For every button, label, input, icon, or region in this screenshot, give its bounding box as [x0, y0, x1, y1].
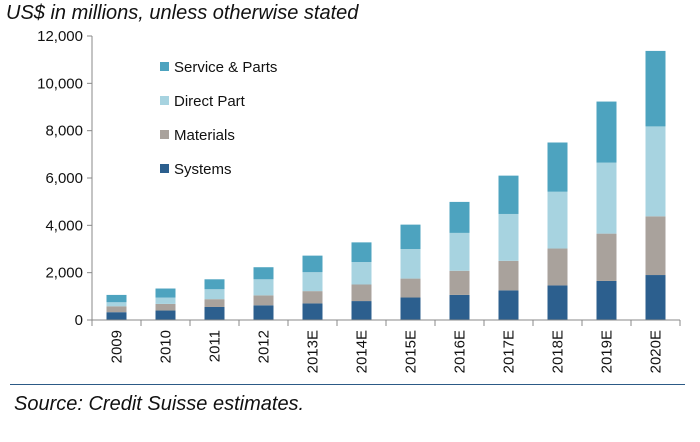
bar-segment-service-parts — [547, 142, 568, 192]
bar-segment-systems — [498, 290, 519, 320]
bar-segment-direct-part — [645, 126, 666, 217]
bar-segment-systems — [302, 303, 323, 320]
bar-segment-materials — [155, 303, 176, 311]
y-tick-label: 12,000 — [37, 28, 83, 45]
x-tick-label: 2011 — [207, 330, 224, 362]
bar-segment-systems — [547, 285, 568, 320]
bar-segment-service-parts — [596, 101, 617, 163]
x-tick-label: 2019E — [599, 330, 616, 373]
bar-segment-direct-part — [302, 272, 323, 292]
x-tick-label: 2012 — [256, 330, 273, 363]
bar-segment-service-parts — [106, 294, 127, 303]
bar-segment-direct-part — [547, 191, 568, 249]
y-tick-label: 10,000 — [37, 75, 83, 92]
y-tick-label: 6,000 — [45, 170, 83, 187]
bar-segment-direct-part — [204, 289, 225, 300]
legend-label: Systems — [174, 161, 232, 178]
bar-segment-service-parts — [449, 201, 470, 233]
x-tick-label: 2017E — [501, 330, 518, 373]
bar-segment-systems — [449, 294, 470, 320]
bar-segment-direct-part — [498, 213, 519, 261]
bar-segment-materials — [547, 248, 568, 286]
bar-segment-direct-part — [351, 262, 372, 285]
legend-label: Service & Parts — [174, 59, 277, 76]
y-tick-label: 4,000 — [45, 217, 83, 234]
source-note: Source: Credit Suisse estimates. — [14, 393, 305, 415]
legend: Service & Parts Direct Part Materials Syste… — [160, 59, 277, 178]
bar-segment-materials — [204, 299, 225, 307]
bar-segment-materials — [106, 306, 127, 313]
chart-subtitle: US$ in millions, unless otherwise stated — [6, 2, 359, 24]
bar-segment-service-parts — [351, 242, 372, 263]
legend-label: Materials — [174, 127, 235, 144]
y-tick-label: 8,000 — [45, 123, 83, 140]
y-tick-label: 2,000 — [45, 265, 83, 282]
bar-segment-systems — [106, 312, 127, 320]
bar-segment-materials — [302, 291, 323, 304]
y-tick-label: 0 — [75, 312, 83, 329]
x-tick-label: 2016E — [452, 330, 469, 373]
x-tick-label: 2013E — [305, 330, 322, 373]
x-axis: 2009 2010 2011 2012 2013E 2014E 2015E 2016E 2017… — [91, 319, 681, 373]
bar-segment-service-parts — [400, 224, 421, 249]
x-tick-label: 2010 — [158, 330, 175, 363]
bar-stacks — [106, 50, 666, 320]
bar-segment-materials — [253, 295, 274, 306]
legend-swatch — [160, 130, 169, 139]
bar-segment-materials — [351, 284, 372, 302]
bar-segment-systems — [400, 297, 421, 320]
bar-segment-direct-part — [449, 232, 470, 271]
bar-segment-materials — [449, 270, 470, 295]
legend-swatch — [160, 96, 169, 105]
bar-segment-materials — [645, 216, 666, 276]
bar-segment-systems — [155, 310, 176, 320]
x-tick-label: 2018E — [550, 330, 567, 373]
x-tick-label: 2015E — [403, 330, 420, 373]
bar-segment-service-parts — [204, 279, 225, 290]
y-axis: 0 2,000 4,000 6,000 8,000 10,000 12,000 — [37, 28, 93, 329]
bar-segment-direct-part — [400, 249, 421, 279]
bar-segment-materials — [596, 233, 617, 281]
bar-segment-service-parts — [253, 267, 274, 280]
bar-segment-service-parts — [302, 255, 323, 273]
bar-segment-systems — [596, 280, 617, 320]
bar-segment-systems — [351, 301, 372, 320]
bar-segment-materials — [498, 260, 519, 291]
bar-segment-service-parts — [498, 175, 519, 214]
bar-segment-direct-part — [106, 302, 127, 307]
bar-segment-systems — [645, 275, 666, 320]
divider-line — [10, 384, 685, 385]
bar-segment-service-parts — [155, 288, 176, 298]
bar-segment-direct-part — [155, 297, 176, 304]
legend-swatch — [160, 164, 169, 173]
legend-swatch — [160, 62, 169, 71]
x-tick-label: 2009 — [109, 330, 126, 363]
bar-segment-direct-part — [253, 279, 274, 296]
bar-segment-direct-part — [596, 162, 617, 234]
legend-label: Direct Part — [174, 93, 246, 110]
x-tick-label: 2020E — [648, 330, 665, 373]
bar-segment-systems — [253, 305, 274, 320]
bar-segment-systems — [204, 306, 225, 320]
bar-segment-service-parts — [645, 50, 666, 127]
bar-segment-materials — [400, 278, 421, 298]
x-tick-label: 2014E — [354, 330, 371, 373]
